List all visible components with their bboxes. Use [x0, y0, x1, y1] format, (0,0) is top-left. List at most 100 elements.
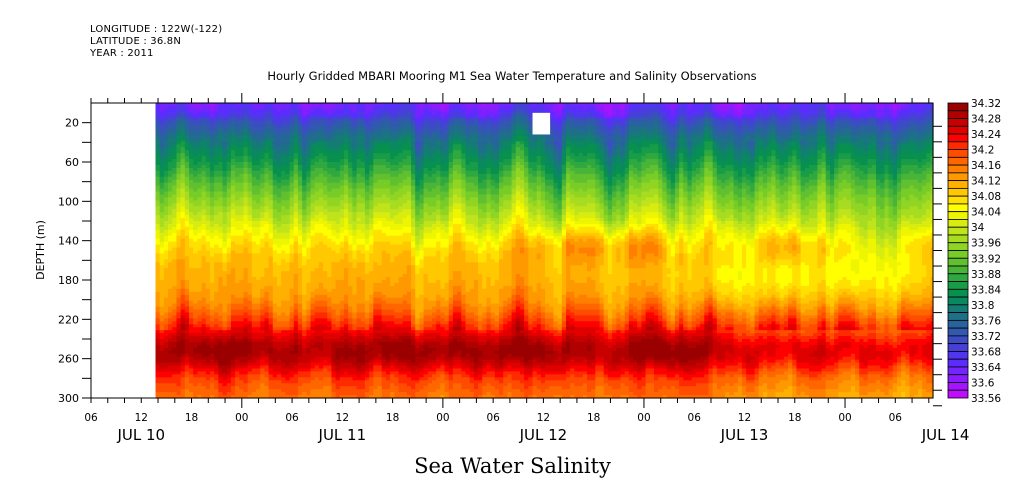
salinity-cell [180, 265, 186, 269]
salinity-cell [264, 262, 270, 266]
salinity-cell [218, 105, 224, 110]
salinity-cell [276, 347, 282, 352]
salinity-cell [226, 203, 232, 207]
salinity-cell [180, 344, 186, 349]
salinity-cell [209, 117, 215, 122]
salinity-cell [281, 150, 286, 154]
salinity-cell [281, 262, 286, 266]
salinity-cell [197, 333, 203, 337]
salinity-cell [214, 262, 219, 266]
salinity-cell [272, 120, 278, 125]
salinity-cell [201, 197, 207, 201]
salinity-cell [184, 212, 190, 216]
salinity-cell [272, 268, 278, 272]
salinity-cell [222, 350, 228, 355]
salinity-cell [180, 259, 186, 263]
salinity-cell [189, 341, 194, 346]
salinity-cell [197, 206, 203, 210]
salinity-cell [264, 268, 270, 272]
salinity-cell [281, 226, 286, 231]
salinity-cell [201, 359, 207, 364]
salinity-cell [205, 117, 211, 122]
salinity-cell [243, 247, 249, 252]
salinity-cell [260, 226, 266, 231]
salinity-cell [201, 203, 207, 207]
salinity-cell [243, 395, 249, 399]
salinity-cell [184, 191, 190, 196]
salinity-cell [281, 238, 286, 243]
salinity-cell [260, 339, 266, 343]
salinity-cell [256, 182, 261, 187]
salinity-cell [197, 129, 203, 134]
salinity-cell [214, 162, 219, 166]
salinity-cell [222, 153, 228, 157]
salinity-cell [264, 333, 270, 337]
salinity-cell [155, 312, 161, 316]
salinity-cell [260, 203, 266, 207]
salinity-cell [201, 235, 207, 240]
salinity-cell [268, 200, 274, 204]
salinity-cell [189, 123, 194, 128]
salinity-cell [201, 262, 207, 266]
salinity-cell [256, 312, 261, 316]
salinity-cell [239, 235, 245, 240]
salinity-cell [205, 330, 211, 334]
salinity-cell [222, 221, 228, 225]
salinity-cell [180, 164, 186, 169]
salinity-cell [209, 291, 215, 296]
salinity-cell [197, 265, 203, 269]
salinity-cell [268, 309, 274, 314]
salinity-cell [251, 141, 257, 145]
salinity-cell [243, 188, 249, 193]
salinity-cell [218, 141, 224, 145]
salinity-cell [155, 265, 161, 269]
salinity-cell [193, 203, 198, 207]
salinity-cell [214, 277, 219, 281]
salinity-cell [189, 303, 194, 308]
salinity-cell [243, 126, 249, 131]
salinity-cell [281, 221, 286, 225]
salinity-cell [197, 197, 203, 201]
salinity-cell [193, 318, 198, 322]
salinity-cell [176, 108, 182, 113]
salinity-cell [172, 356, 178, 361]
salinity-cell [260, 176, 266, 181]
salinity-cell [256, 197, 261, 201]
salinity-cell [276, 147, 282, 151]
salinity-cell [189, 280, 194, 284]
salinity-cell [226, 303, 232, 308]
salinity-cell [243, 389, 249, 393]
salinity-cell [155, 368, 161, 373]
salinity-cell [209, 347, 215, 352]
salinity-cell [251, 368, 257, 373]
salinity-cell [205, 277, 211, 281]
salinity-cell [251, 291, 257, 296]
salinity-cell [209, 135, 215, 139]
salinity-cell [176, 164, 182, 169]
salinity-cell [218, 371, 224, 375]
salinity-cell [193, 120, 198, 125]
salinity-cell [189, 111, 194, 116]
salinity-cell [168, 117, 173, 122]
salinity-cell [172, 147, 178, 151]
salinity-cell [176, 197, 182, 201]
salinity-cell [197, 226, 203, 231]
salinity-cell [214, 150, 219, 154]
salinity-cell [276, 365, 282, 370]
salinity-cell [247, 232, 253, 237]
salinity-cell [155, 235, 161, 240]
salinity-cell [172, 383, 178, 387]
salinity-cell [264, 147, 270, 151]
salinity-cell [239, 389, 245, 393]
salinity-cell [247, 167, 253, 172]
salinity-cell [176, 209, 182, 213]
salinity-cell [247, 368, 253, 373]
salinity-cell [268, 226, 274, 231]
salinity-cell [180, 377, 186, 381]
salinity-cell [159, 362, 165, 367]
salinity-cell [218, 132, 224, 137]
salinity-cell [222, 365, 228, 370]
salinity-cell [163, 103, 169, 107]
salinity-cell [218, 164, 224, 169]
salinity-cell [222, 212, 228, 216]
